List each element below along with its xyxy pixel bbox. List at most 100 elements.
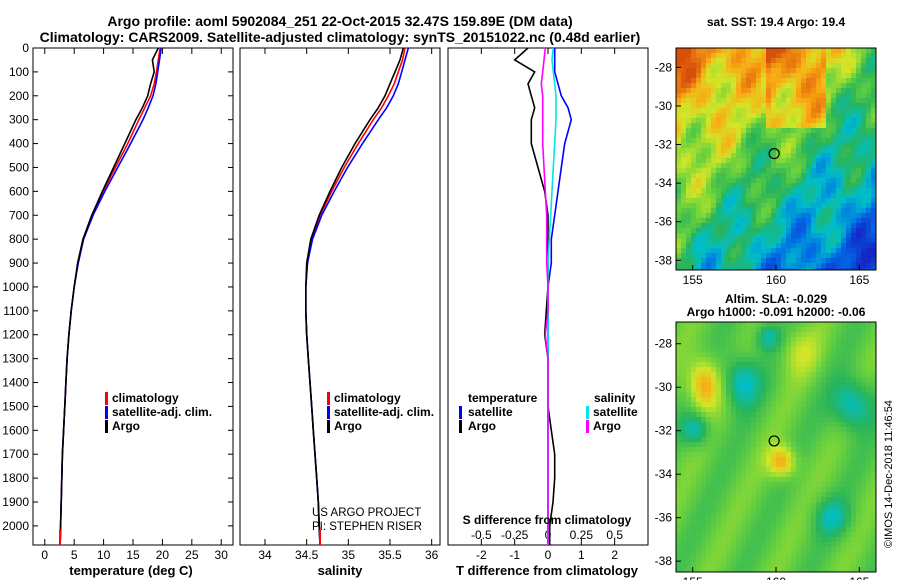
heatmap-cell <box>731 412 737 418</box>
heatmap-cell <box>741 432 747 438</box>
heatmap-cell <box>801 537 807 543</box>
heatmap-cell <box>806 233 812 239</box>
heatmap-cell <box>816 113 822 119</box>
heatmap-cell <box>791 432 797 438</box>
heatmap-cell <box>731 482 737 488</box>
heatmap-cell <box>701 158 707 164</box>
heatmap-cell <box>796 442 802 448</box>
heatmap-cell <box>686 253 692 259</box>
heatmap-cell <box>751 133 757 139</box>
heatmap-cell <box>776 417 782 423</box>
heatmap-cell <box>746 138 752 144</box>
heatmap-cell <box>776 392 782 398</box>
heatmap-cell <box>796 73 802 79</box>
heatmap-cell <box>696 178 702 184</box>
heatmap-cell <box>846 392 852 398</box>
heatmap-cell <box>851 427 857 433</box>
heatmap-cell <box>871 562 876 568</box>
heatmap-cell <box>861 367 867 373</box>
heatmap-cell <box>776 477 782 483</box>
heatmap-cell <box>806 487 812 493</box>
temperature-legend: climatology satellite-adj. clim. Argo <box>105 391 212 433</box>
heatmap-cell <box>801 417 807 423</box>
heatmap-cell <box>781 502 787 508</box>
heatmap-cell <box>821 58 827 64</box>
heatmap-cell <box>756 248 762 254</box>
heatmap-cell <box>776 462 782 468</box>
heatmap-cell <box>696 183 702 189</box>
heatmap-cell <box>711 552 717 558</box>
heatmap-cell <box>731 258 737 264</box>
heatmap-cell <box>811 238 817 244</box>
heatmap-cell <box>836 477 842 483</box>
heatmap-cell <box>831 432 837 438</box>
heatmap-cell <box>756 173 762 179</box>
heatmap-cell <box>686 48 692 54</box>
heatmap-cell <box>816 447 822 453</box>
heatmap-cell <box>686 88 692 94</box>
heatmap-cell <box>866 522 872 528</box>
heatmap-cell <box>851 367 857 373</box>
heatmap-cell <box>726 507 732 513</box>
heatmap-cell <box>736 397 742 403</box>
heatmap-cell <box>691 402 697 408</box>
heatmap-cell <box>786 502 792 508</box>
heatmap-cell <box>706 173 712 179</box>
heatmap-cell <box>731 517 737 523</box>
heatmap-cell <box>821 108 827 114</box>
heatmap-cell <box>846 497 852 503</box>
heatmap-cell <box>781 357 787 363</box>
heatmap-cell <box>751 163 757 169</box>
heatmap-cell <box>696 487 702 493</box>
heatmap-cell <box>816 173 822 179</box>
heatmap-cell <box>786 163 792 169</box>
heatmap-cell <box>711 367 717 373</box>
heatmap-cell <box>836 213 842 219</box>
heatmap-cell <box>761 407 767 413</box>
heatmap-cell <box>766 63 772 69</box>
heatmap-cell <box>836 557 842 563</box>
heatmap-cell <box>776 183 782 189</box>
heatmap-cell <box>746 203 752 209</box>
heatmap-cell <box>846 407 852 413</box>
heatmap-cell <box>686 347 692 353</box>
heatmap-cell <box>861 432 867 438</box>
heatmap-cell <box>841 183 847 189</box>
heatmap-cell <box>741 522 747 528</box>
heatmap-cell <box>766 143 772 149</box>
heatmap-cell <box>771 263 777 269</box>
heatmap-cell <box>811 158 817 164</box>
y-tick-label: 1000 <box>2 280 29 294</box>
heatmap-cell <box>831 552 837 558</box>
heatmap-cell <box>741 198 747 204</box>
heatmap-cell <box>716 223 722 229</box>
heatmap-cell <box>686 472 692 478</box>
heatmap-cell <box>706 143 712 149</box>
heatmap-cell <box>796 228 802 234</box>
heatmap-cell <box>806 73 812 79</box>
heatmap-cell <box>851 407 857 413</box>
heatmap-cell <box>761 492 767 498</box>
heatmap-cell <box>741 467 747 473</box>
heatmap-cell <box>691 68 697 74</box>
heatmap-cell <box>806 68 812 74</box>
heatmap-cell <box>691 547 697 553</box>
heatmap-cell <box>841 407 847 413</box>
heatmap-cell <box>746 133 752 139</box>
heatmap-cell <box>781 432 787 438</box>
heatmap-cell <box>736 562 742 568</box>
heatmap-cell <box>871 143 876 149</box>
heatmap-cell <box>711 392 717 398</box>
heatmap-cell <box>721 133 727 139</box>
heatmap-cell <box>861 258 867 264</box>
heatmap-cell <box>796 238 802 244</box>
heatmap-cell <box>841 387 847 393</box>
heatmap-cell <box>711 467 717 473</box>
heatmap-cell <box>796 263 802 269</box>
x2-tick-label: 0.5 <box>606 528 623 542</box>
heatmap-cell <box>776 168 782 174</box>
heatmap-cell <box>676 387 682 393</box>
heatmap-cell <box>686 522 692 528</box>
heatmap-cell <box>836 492 842 498</box>
heatmap-cell <box>786 178 792 184</box>
